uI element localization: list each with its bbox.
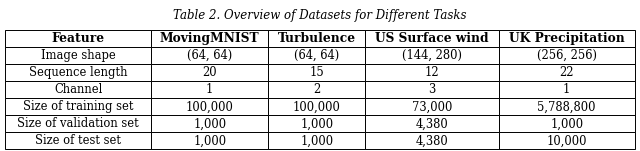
- Bar: [151, 132, 268, 149]
- Bar: [268, 115, 365, 132]
- Bar: [268, 81, 365, 98]
- Bar: [151, 64, 268, 81]
- Text: 1,000: 1,000: [550, 117, 583, 130]
- Bar: [5, 115, 151, 132]
- Bar: [5, 81, 151, 98]
- Text: Size of training set: Size of training set: [23, 100, 133, 113]
- Bar: [5, 64, 151, 81]
- Bar: [365, 98, 499, 115]
- Text: 73,000: 73,000: [412, 100, 452, 113]
- Bar: [5, 132, 151, 149]
- Text: (256, 256): (256, 256): [537, 49, 596, 62]
- Text: Channel: Channel: [54, 83, 102, 96]
- Text: 15: 15: [309, 66, 324, 79]
- Bar: [499, 30, 635, 47]
- Bar: [365, 30, 499, 47]
- Bar: [151, 47, 268, 64]
- Bar: [499, 47, 635, 64]
- Text: (64, 64): (64, 64): [294, 49, 339, 62]
- Text: 100,000: 100,000: [186, 100, 234, 113]
- Bar: [499, 81, 635, 98]
- Text: Feature: Feature: [52, 32, 105, 45]
- Text: 1,000: 1,000: [300, 135, 333, 148]
- Bar: [268, 98, 365, 115]
- Bar: [365, 47, 499, 64]
- Bar: [365, 132, 499, 149]
- Text: 1: 1: [206, 83, 213, 96]
- Bar: [365, 115, 499, 132]
- Text: Size of validation set: Size of validation set: [17, 117, 139, 130]
- Text: Image shape: Image shape: [41, 49, 116, 62]
- Bar: [499, 115, 635, 132]
- Text: 100,000: 100,000: [293, 100, 340, 113]
- Text: Table 2. Overview of Datasets for Different Tasks: Table 2. Overview of Datasets for Differ…: [173, 9, 467, 22]
- Text: (144, 280): (144, 280): [402, 49, 462, 62]
- Text: Sequence length: Sequence length: [29, 66, 127, 79]
- Bar: [499, 64, 635, 81]
- Bar: [268, 132, 365, 149]
- Bar: [268, 30, 365, 47]
- Bar: [151, 30, 268, 47]
- Text: 22: 22: [559, 66, 574, 79]
- Text: 10,000: 10,000: [547, 135, 587, 148]
- Bar: [5, 30, 151, 47]
- Text: 1,000: 1,000: [300, 117, 333, 130]
- Text: (64, 64): (64, 64): [187, 49, 232, 62]
- Text: 1: 1: [563, 83, 570, 96]
- Bar: [268, 64, 365, 81]
- Text: 3: 3: [428, 83, 436, 96]
- Bar: [151, 98, 268, 115]
- Text: 4,380: 4,380: [415, 135, 449, 148]
- Text: 1,000: 1,000: [193, 117, 226, 130]
- Bar: [499, 132, 635, 149]
- Bar: [365, 64, 499, 81]
- Bar: [5, 47, 151, 64]
- Text: 2: 2: [313, 83, 321, 96]
- Bar: [499, 98, 635, 115]
- Bar: [268, 47, 365, 64]
- Text: 1,000: 1,000: [193, 135, 226, 148]
- Bar: [151, 81, 268, 98]
- Bar: [365, 81, 499, 98]
- Text: Size of test set: Size of test set: [35, 135, 121, 148]
- Bar: [151, 115, 268, 132]
- Text: 5,788,800: 5,788,800: [538, 100, 596, 113]
- Text: MovingMNIST: MovingMNIST: [160, 32, 259, 45]
- Text: Turbulence: Turbulence: [278, 32, 356, 45]
- Text: 20: 20: [202, 66, 217, 79]
- Text: UK Precipitation: UK Precipitation: [509, 32, 625, 45]
- Bar: [5, 98, 151, 115]
- Text: 12: 12: [425, 66, 439, 79]
- Text: 4,380: 4,380: [415, 117, 449, 130]
- Text: US Surface wind: US Surface wind: [375, 32, 489, 45]
